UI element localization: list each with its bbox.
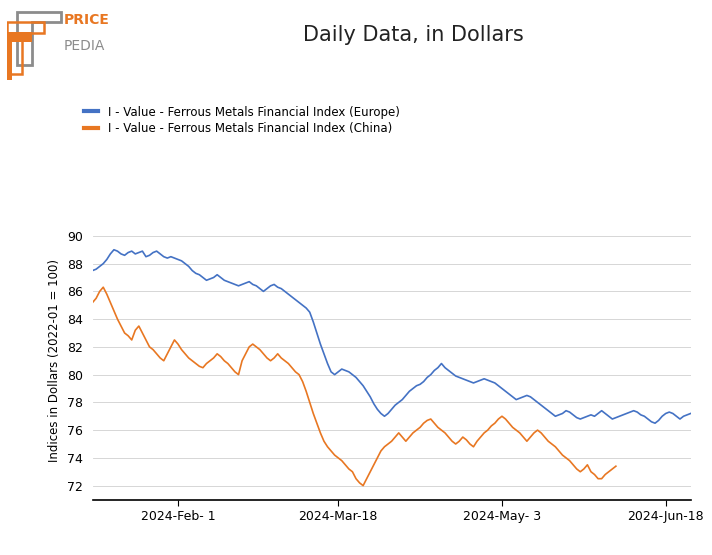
Polygon shape xyxy=(0,32,32,82)
Text: Daily Data, in Dollars: Daily Data, in Dollars xyxy=(303,25,523,45)
Legend: I - Value - Ferrous Metals Financial Index (Europe), I - Value - Ferrous Metals : I - Value - Ferrous Metals Financial Ind… xyxy=(84,106,399,135)
Y-axis label: Indices in Dollars (2022-01 = 100): Indices in Dollars (2022-01 = 100) xyxy=(48,259,61,462)
Text: PRICE: PRICE xyxy=(64,13,110,27)
Text: PEDIA: PEDIA xyxy=(64,39,105,53)
